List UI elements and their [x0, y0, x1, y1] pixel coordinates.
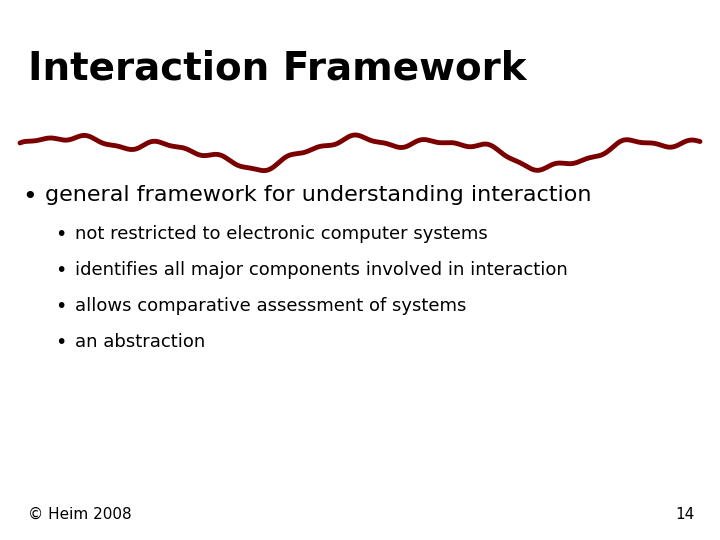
Text: •: •: [55, 297, 66, 316]
Text: 14: 14: [676, 507, 695, 522]
Text: •: •: [55, 333, 66, 352]
Text: •: •: [55, 261, 66, 280]
Text: an abstraction: an abstraction: [75, 333, 205, 351]
Text: allows comparative assessment of systems: allows comparative assessment of systems: [75, 297, 467, 315]
Text: •: •: [55, 225, 66, 244]
Text: not restricted to electronic computer systems: not restricted to electronic computer sy…: [75, 225, 487, 243]
Text: •: •: [22, 185, 37, 209]
Text: general framework for understanding interaction: general framework for understanding inte…: [45, 185, 592, 205]
Text: Interaction Framework: Interaction Framework: [28, 50, 526, 88]
Text: © Heim 2008: © Heim 2008: [28, 507, 132, 522]
Text: identifies all major components involved in interaction: identifies all major components involved…: [75, 261, 568, 279]
